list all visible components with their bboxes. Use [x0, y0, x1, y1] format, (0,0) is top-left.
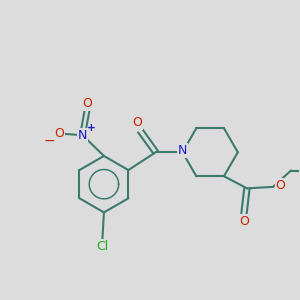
Text: O: O [239, 215, 249, 228]
Text: N: N [178, 144, 187, 157]
Text: +: + [86, 123, 95, 133]
Text: N: N [78, 129, 87, 142]
Text: O: O [82, 97, 92, 110]
Text: O: O [276, 179, 286, 192]
Text: Cl: Cl [96, 239, 109, 253]
Text: −: − [44, 134, 56, 148]
Text: O: O [54, 127, 64, 140]
Text: O: O [132, 116, 142, 129]
